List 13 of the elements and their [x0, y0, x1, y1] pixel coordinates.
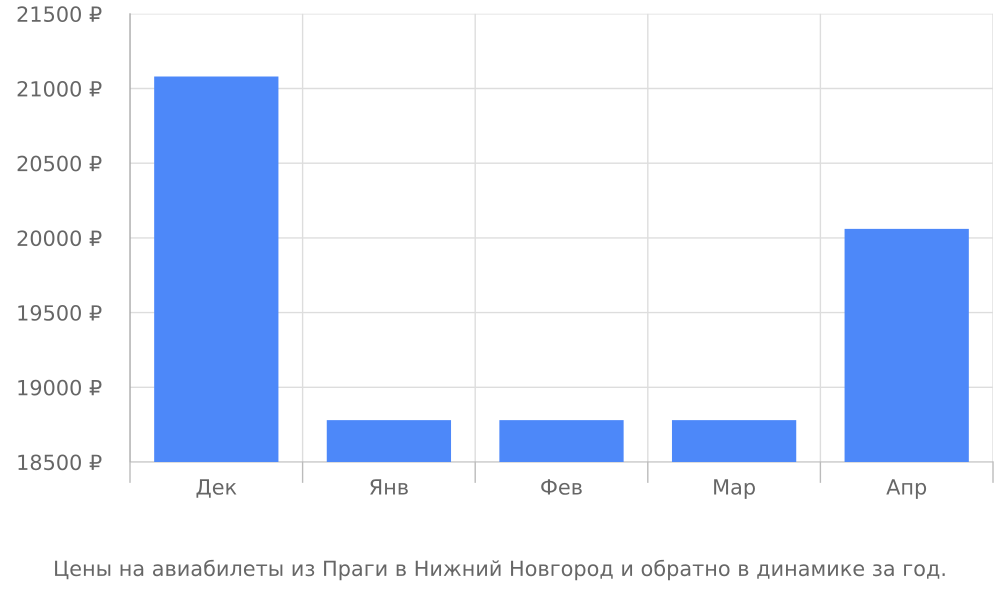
x-tick-label: Апр — [886, 479, 926, 499]
y-tick-label: 21500 ₽ — [18, 6, 102, 22]
x-tick-label: Янв — [370, 479, 408, 494]
y-tick-label: 21000 ₽ — [18, 80, 102, 97]
y-tick-label: 19500 ₽ — [18, 305, 102, 321]
y-tick-label: 19000 ₽ — [18, 380, 102, 396]
x-tick-label: Дек — [196, 479, 236, 498]
y-tick-label: 18500 ₽ — [18, 454, 102, 470]
x-tick-label: Фев — [541, 479, 582, 495]
y-tick-label: 20500 ₽ — [18, 156, 102, 172]
x-tick-label: Мар — [714, 479, 755, 499]
y-tick-label: 20000 ₽ — [18, 230, 102, 246]
text: Цены на авиабилеты из Праги в Нижний Новгород и обратно в динамике за год. — [55, 560, 945, 580]
